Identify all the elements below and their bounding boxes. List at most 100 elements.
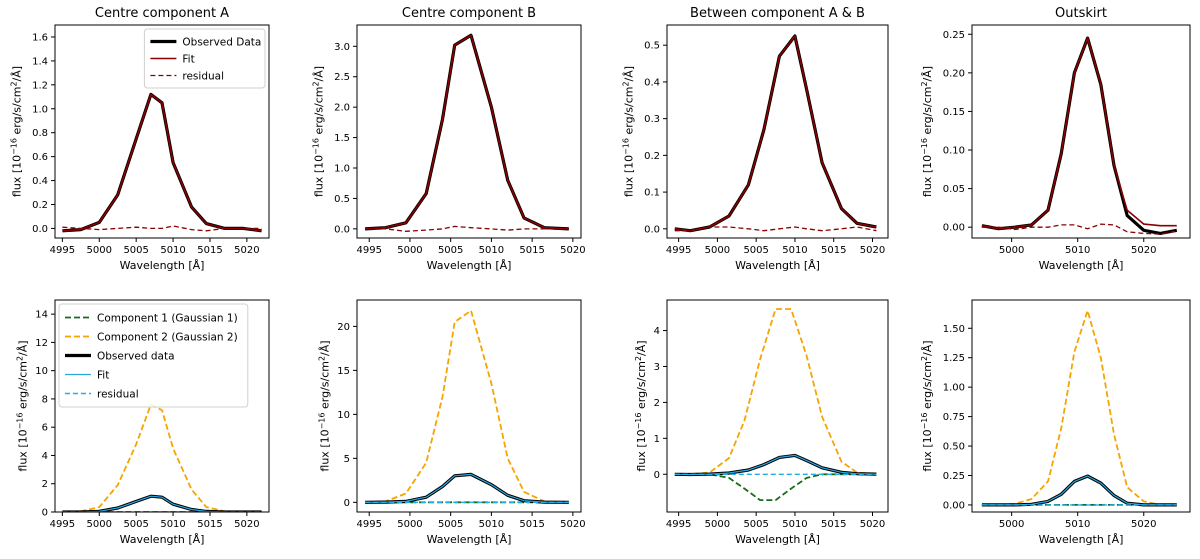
x-tick-label: 5000: [397, 245, 422, 256]
legend-label: residual: [182, 71, 224, 83]
y-axis-label: flux [10−16 erg/s/cm2/Å]: [15, 340, 30, 471]
x-tick-label: 5000: [999, 519, 1024, 530]
plot-area: [365, 33, 569, 232]
legend-label: Fit: [97, 370, 109, 382]
y-tick-label: 0: [654, 470, 660, 481]
y-tick-label: 2: [42, 479, 48, 490]
y-axis-label: flux [10−16 erg/s/cm2/Å]: [621, 66, 636, 197]
subplot-bottom-2: 4995 5000 5005 5010 5015 5020 0 1 2 3 4 Wavelength …: [633, 299, 889, 546]
y-tick-label: 3.0: [334, 42, 350, 53]
x-tick-label: 5020: [1131, 519, 1156, 530]
plot-area: [674, 308, 877, 502]
x-tick-label: 4995: [50, 519, 75, 530]
plot-area: [674, 34, 877, 233]
y-tick-label: 0.10: [943, 146, 965, 157]
series-observed-data-line: [674, 34, 877, 233]
x-axis-label: Wavelength [Å]: [1039, 533, 1124, 546]
y-tick-label: 6: [42, 423, 48, 434]
series-component-2-gaussian-2-line: [981, 309, 1177, 506]
axes-frame: [666, 299, 889, 513]
axes-frame: [356, 299, 582, 513]
y-tick-label: 0.0: [32, 224, 48, 235]
series-fit-line: [981, 37, 1177, 230]
x-tick-label: 5015: [821, 519, 846, 530]
x-tick-label: 5005: [438, 519, 463, 530]
x-tick-label: 5000: [705, 245, 730, 256]
y-tick-label: 0.6: [32, 152, 48, 163]
x-tick-label: 5010: [160, 245, 185, 256]
series-observed-data-line: [62, 494, 262, 512]
subplot-title: Outskirt: [1055, 6, 1107, 21]
x-tick-label: 5005: [123, 245, 148, 256]
x-axis-label: Wavelength [Å]: [120, 533, 205, 546]
series-fit-line: [365, 473, 569, 503]
y-axis-label: flux [10−16 erg/s/cm2/Å]: [633, 340, 648, 471]
series-observed-data-line: [62, 92, 262, 233]
x-tick-label: 5010: [479, 519, 504, 530]
legend-label: Observed data: [97, 351, 175, 363]
y-tick-label: 0.00: [943, 223, 965, 234]
series-observed-data-line: [981, 474, 1177, 507]
x-tick-label: 5020: [860, 519, 885, 530]
axes-frame: [54, 299, 270, 513]
series-component-2-gaussian-2-line: [674, 308, 877, 476]
y-tick-label: 0.2: [32, 200, 48, 211]
x-tick-label: 5015: [821, 245, 846, 256]
x-tick-label: 5010: [479, 245, 504, 256]
y-tick-label: 0.8: [32, 128, 48, 139]
x-tick-label: 5020: [234, 519, 259, 530]
x-axis-label: Wavelength [Å]: [1039, 259, 1124, 272]
series-fit-line: [62, 93, 262, 232]
x-tick-label: 5005: [743, 245, 768, 256]
y-tick-label: 0.25: [943, 471, 965, 482]
y-tick-label: 1.6: [32, 32, 48, 43]
subplot-title: Centre component B: [402, 6, 536, 21]
y-tick-label: 0.4: [32, 176, 48, 187]
y-tick-label: 2: [654, 398, 660, 409]
y-tick-label: 15: [337, 366, 350, 377]
x-tick-label: 5000: [87, 519, 112, 530]
y-tick-label: 0.5: [334, 194, 350, 205]
x-tick-label: 5000: [87, 245, 112, 256]
y-tick-label: 1.4: [32, 56, 48, 67]
plot-area: [981, 36, 1178, 235]
y-tick-label: 0.4: [644, 77, 660, 88]
y-tick-label: 3: [654, 362, 660, 373]
series-component-2-gaussian-2-line: [365, 309, 569, 504]
y-tick-label: 0: [42, 508, 48, 519]
x-axis-label: Wavelength [Å]: [735, 259, 820, 272]
y-tick-label: 1.0: [334, 164, 350, 175]
y-tick-label: 0.2: [644, 151, 660, 162]
legend-label: residual: [97, 389, 139, 401]
legend: Component 1 (Gaussian 1) Component 2 (Gau…: [58, 303, 249, 408]
x-tick-label: 5020: [1131, 245, 1156, 256]
subplot-bottom-1: 4995 5000 5005 5010 5015 5020 0 5 10 15 20 Waveleng…: [317, 299, 586, 546]
x-axis-label: Wavelength [Å]: [427, 259, 512, 272]
y-tick-label: 2.5: [334, 72, 350, 83]
y-axis-label: flux [10−16 erg/s/cm2/Å]: [311, 66, 326, 197]
y-axis-label: flux [10−16 erg/s/cm2/Å]: [317, 340, 332, 471]
subplot-top-3: 5000 5010 5020 0.00 0.05 0.10 0.15 0.20 0.25 Outs…: [920, 6, 1191, 272]
x-tick-label: 5020: [560, 519, 585, 530]
x-tick-label: 5000: [397, 519, 422, 530]
x-tick-label: 4995: [666, 519, 691, 530]
y-tick-label: 0.5: [644, 41, 660, 52]
y-tick-label: 0.0: [334, 224, 350, 235]
x-tick-label: 5015: [519, 245, 544, 256]
series-residual-line: [62, 225, 262, 232]
x-tick-label: 5020: [860, 245, 885, 256]
legend: Observed Data Fit residual: [143, 28, 266, 89]
y-tick-label: 0.20: [943, 68, 965, 79]
y-tick-label: 0.05: [943, 184, 965, 195]
subplot-bottom-0: 4995 5000 5005 5010 5015 5020 0 2 4 6 8 10 12 14 Wavel…: [15, 299, 270, 546]
x-tick-label: 4995: [356, 519, 381, 530]
x-tick-label: 5015: [197, 519, 222, 530]
x-tick-label: 5020: [560, 245, 585, 256]
x-axis-label: Wavelength [Å]: [427, 533, 512, 546]
y-tick-label: 1.25: [943, 353, 965, 364]
legend-frame: [143, 28, 266, 89]
subplot-top-1: 4995 5000 5005 5010 5015 5020 0.0 0.5 1.0 1.5 2.0 2…: [311, 6, 586, 272]
plot-area: [62, 92, 262, 233]
y-tick-label: 10: [35, 366, 48, 377]
y-tick-label: 0.00: [943, 500, 965, 511]
